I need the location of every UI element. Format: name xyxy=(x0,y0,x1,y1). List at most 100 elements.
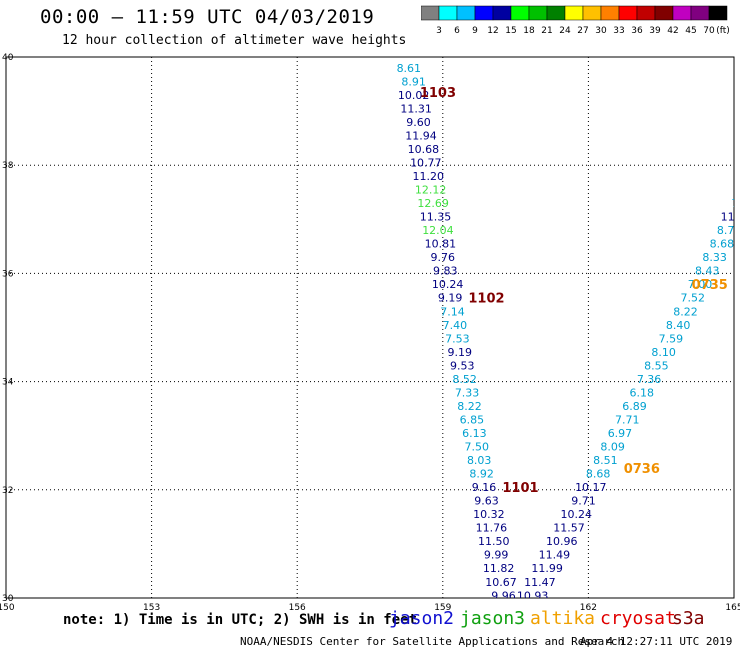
latitude-tick-label: 32 xyxy=(2,486,13,496)
wave-height-label: 7.52 xyxy=(680,292,705,305)
wave-height-label: 11.50 xyxy=(478,535,510,548)
wave-height-label: 8.51 xyxy=(593,454,618,467)
wave-height-label: 7.36 xyxy=(637,373,662,386)
wave-height-label: 10.02 xyxy=(398,89,430,102)
wave-height-label: 6.85 xyxy=(460,413,485,426)
wave-height-label: 8.10 xyxy=(651,346,676,359)
pass-time-label: 1102 xyxy=(468,292,504,307)
wave-height-label: 12.69 xyxy=(417,197,449,210)
colorbar-swatch xyxy=(708,5,728,21)
longitude-tick-label: 159 xyxy=(434,603,451,610)
wave-height-label: 10.67 xyxy=(485,576,517,589)
wave-height-label: 10.24 xyxy=(432,278,464,291)
wave-height-label: 8.40 xyxy=(666,319,691,332)
wave-height-label: 8.92 xyxy=(469,468,494,481)
wave-height-label: 7.00 xyxy=(688,278,713,291)
wave-height-label: 10.93 xyxy=(517,589,549,602)
wave-height-label: 11.76 xyxy=(476,522,508,535)
wave-height-label: 8.43 xyxy=(695,265,720,278)
colorbar-tick-label: 27 xyxy=(577,26,588,36)
wave-height-label: 8.68 xyxy=(710,238,735,251)
wave-height-label: 9.63 xyxy=(474,495,499,508)
wave-height-label: 8.22 xyxy=(673,305,698,318)
wave-height-label: 9.96 xyxy=(491,589,516,602)
wave-height-label: 11.47 xyxy=(524,576,556,589)
longitude-tick-label: 162 xyxy=(580,603,597,610)
wave-height-label: 10.96 xyxy=(546,535,578,548)
colorbar-tick-label: 12 xyxy=(487,26,498,36)
colorbar-tick-label: 15 xyxy=(505,26,516,36)
latitude-tick-label: 40 xyxy=(2,53,14,63)
wave-height-label: 8.91 xyxy=(401,75,426,88)
map-frame xyxy=(5,56,735,599)
latitude-tick-label: 34 xyxy=(2,378,14,388)
wave-height-label: 11.57 xyxy=(553,522,585,535)
wave-height-label: 7.14 xyxy=(440,305,465,318)
pass-time-label: 1103 xyxy=(420,86,456,101)
colorbar-unit-label: (ft) xyxy=(716,26,730,36)
pass-time-label: 0735 xyxy=(692,278,728,293)
wave-height-label: 6.18 xyxy=(630,386,655,399)
wave-height-label: 9.19 xyxy=(438,292,463,305)
wave-height-colorbar: 3 6 9 12 15 18 21 24 27 30 33 36 39 42 45 70 (ft) xyxy=(421,5,730,36)
wave-height-label: 9.19 xyxy=(448,346,473,359)
wave-height-label: 9.71 xyxy=(571,495,596,508)
colorbar-tick-label: 9 xyxy=(472,26,478,36)
longitude-tick-label: 156 xyxy=(289,603,306,610)
wave-height-label: 8.22 xyxy=(457,400,482,413)
wave-height-label: 10.32 xyxy=(473,508,505,521)
colorbar-tick-label: 24 xyxy=(559,26,571,36)
wave-height-label: 11.35 xyxy=(420,211,452,224)
legend-jason3: jason3 xyxy=(460,608,526,629)
colorbar-tick-label: 6 xyxy=(454,26,460,36)
wave-height-label: 9.60 xyxy=(406,116,431,129)
wave-height-label: 9.83 xyxy=(433,265,458,278)
colorbar-tick-label: 18 xyxy=(523,26,535,36)
wave-height-label: 8.03 xyxy=(467,454,492,467)
wave-height-label: 8.09 xyxy=(600,441,625,454)
legend-altika: altika xyxy=(530,608,596,629)
wave-height-label: 10.81 xyxy=(425,238,457,251)
wave-height-label: 8.55 xyxy=(644,359,669,372)
longitude-tick-label: 150 xyxy=(0,603,15,610)
wave-height-label: 9.53 xyxy=(450,359,475,372)
colorbar-tick-label: 33 xyxy=(613,26,624,36)
wave-height-label: 11.04 xyxy=(721,211,740,224)
wave-height-label: 11.94 xyxy=(405,129,437,142)
wave-height-label: 6.13 xyxy=(462,427,487,440)
wave-height-label: 10.77 xyxy=(410,156,442,169)
pass-time-label: 1101 xyxy=(502,481,538,496)
legend-jason2: jason2 xyxy=(389,608,455,629)
latitude-tick-label: 38 xyxy=(2,161,14,171)
wave-height-label: 9.76 xyxy=(431,251,456,264)
wave-height-label: 8.61 xyxy=(397,62,422,75)
wave-height-label: 8.52 xyxy=(452,373,477,386)
longitude-tick-label: 165 xyxy=(725,603,740,610)
colorbar-tick-label: 42 xyxy=(667,26,678,36)
wave-height-label: 7.40 xyxy=(443,319,468,332)
colorbar-tick-label: 70 xyxy=(703,26,715,36)
legend-cryosat: cryosat xyxy=(600,608,676,629)
legend-note: note: 1) Time is in UTC; 2) SWH is in fe… xyxy=(63,612,418,628)
colorbar-tick-label: 45 xyxy=(685,26,696,36)
pass-time-label: 0736 xyxy=(624,462,660,477)
altimeter-tracks: 8.618.9110.0211.319.6011.9410.6810.7711.… xyxy=(397,62,740,602)
wave-height-label: 11.49 xyxy=(539,549,571,562)
wave-height-label: 7.59 xyxy=(659,332,684,345)
wave-height-label: 11.31 xyxy=(400,102,432,115)
wave-height-label: 6.97 xyxy=(608,427,633,440)
wave-height-map: 150 153 156 159 162 1653032343638408.618.9110… xyxy=(0,53,740,610)
colorbar-tick-label: 39 xyxy=(649,26,661,36)
latitude-tick-label: 36 xyxy=(2,269,14,279)
wave-height-label: 7.33 xyxy=(455,386,480,399)
latitude-tick-label: 30 xyxy=(2,594,14,604)
wave-height-label: 12.12 xyxy=(415,184,447,197)
colorbar-tick-label: 3 xyxy=(436,26,442,36)
colorbar-tick-label: 21 xyxy=(541,26,552,36)
wave-height-label: 7.53 xyxy=(445,332,470,345)
wave-height-label: 10.17 xyxy=(575,481,607,494)
wave-height-label: 11.99 xyxy=(531,562,563,575)
wave-height-label: 8.78 xyxy=(717,224,740,237)
longitude-tick-label: 153 xyxy=(143,603,160,610)
colorbar-tick-label: 36 xyxy=(631,26,643,36)
